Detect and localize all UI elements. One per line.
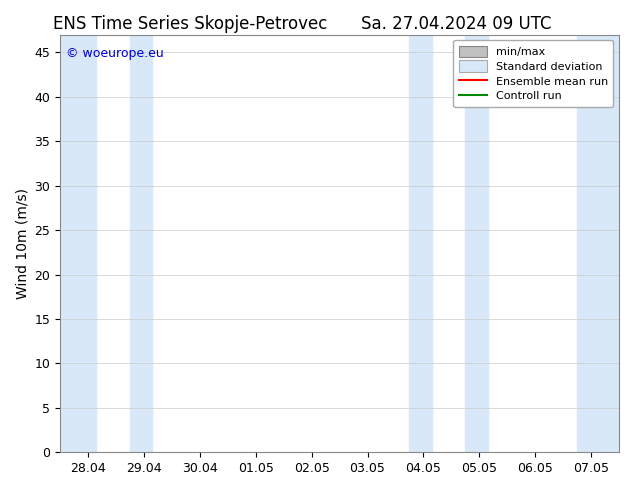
Bar	[465, 35, 488, 452]
Text: ENS Time Series Skopje-Petrovec: ENS Time Series Skopje-Petrovec	[53, 15, 327, 33]
Text: Sa. 27.04.2024 09 UTC: Sa. 27.04.2024 09 UTC	[361, 15, 552, 33]
Text: © woeurope.eu: © woeurope.eu	[66, 47, 164, 60]
Legend: min/max, Standard deviation, Ensemble mean run, Controll run: min/max, Standard deviation, Ensemble me…	[453, 40, 614, 107]
Y-axis label: Wind 10m (m/s): Wind 10m (m/s)	[15, 188, 29, 299]
Bar	[410, 35, 432, 452]
Bar	[130, 35, 152, 452]
Bar	[577, 35, 619, 452]
Bar	[60, 35, 96, 452]
